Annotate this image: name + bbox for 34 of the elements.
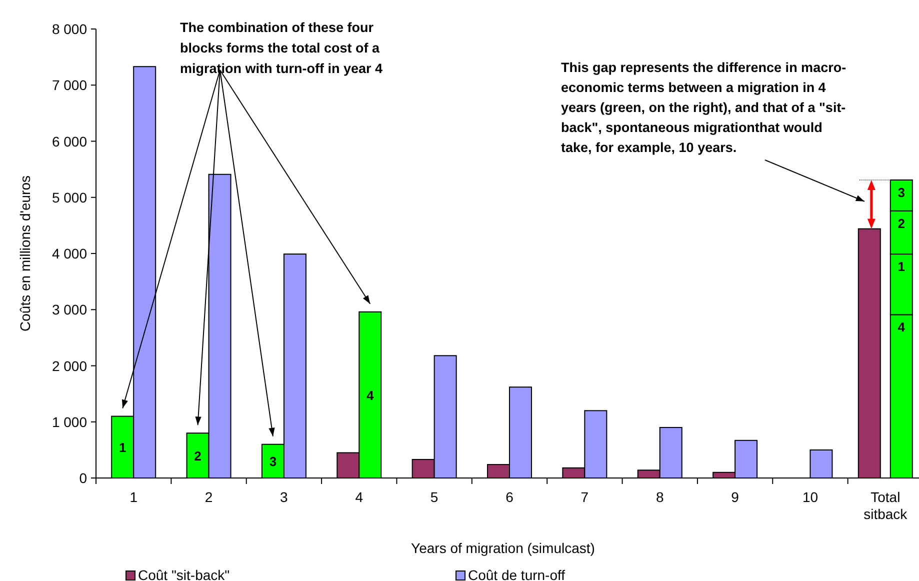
x-tick-label: 9 xyxy=(731,489,740,505)
legend-label: Coût "sit-back" xyxy=(138,567,230,581)
y-tick-label: 0 xyxy=(79,470,88,486)
x-tick-label: 4 xyxy=(355,489,364,505)
y-axis-title: Coûts en millions d'euros xyxy=(17,176,33,332)
annotation: 2 xyxy=(898,216,906,231)
y-tick-label: 4 000 xyxy=(52,246,88,262)
annotation: The combination of these four blocks forms the total cost of a migration with turn-off in year 4 xyxy=(180,20,383,76)
x-tick-label: 8 xyxy=(656,489,664,505)
x-tick-label: 3 xyxy=(280,489,288,505)
annotation: 1 xyxy=(118,440,126,456)
annotation: 4 xyxy=(366,388,375,403)
x-tick-label: 5 xyxy=(430,489,438,505)
y-tick-label: 2 000 xyxy=(52,358,88,374)
annotation: 1 xyxy=(898,259,906,274)
y-tick-label: 1 000 xyxy=(52,414,88,430)
annotation: This gap represents the difference in macro- economic terms between a migration in 4 years (green, on the right), and that of a "sit- back", spontaneous migrationthat would take, for example, 10 years. xyxy=(561,60,846,155)
annotation: 3 xyxy=(269,454,277,470)
legend-label: Coût de turn-off xyxy=(468,567,566,581)
y-tick-label: 5 000 xyxy=(52,189,88,206)
y-tick-label: 6 000 xyxy=(52,133,88,150)
y-tick-label: 3 000 xyxy=(52,302,88,318)
x-axis-title: Years of migration (simulcast) xyxy=(411,540,595,556)
x-tick-label: Total sitback xyxy=(864,489,908,522)
y-tick-label: 8 000 xyxy=(52,21,88,37)
x-tick-label: 10 xyxy=(802,489,818,505)
y-tick-label: 7 000 xyxy=(52,77,88,94)
x-tick-label: 2 xyxy=(204,489,213,505)
annotation: 3 xyxy=(898,184,906,200)
annotation: 2 xyxy=(194,448,202,464)
x-tick-label: 7 xyxy=(580,489,589,505)
annotation: 4 xyxy=(898,320,906,335)
x-tick-label: 1 xyxy=(130,489,138,505)
x-tick-label: 6 xyxy=(506,489,514,505)
